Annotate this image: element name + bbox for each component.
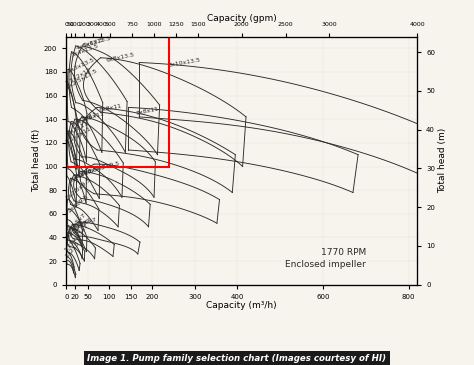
Text: 1.5x2x12: 1.5x2x12 — [64, 67, 92, 86]
Text: 5x6x13.5: 5x6x13.5 — [82, 36, 111, 48]
Text: 1.5x2x11: 1.5x2x11 — [64, 126, 92, 145]
Text: 2x3x11: 2x3x11 — [66, 120, 89, 136]
Text: 8x8x11: 8x8x11 — [136, 106, 159, 116]
Text: 2x3x13.5: 2x3x13.5 — [66, 57, 95, 74]
Text: 2x2.5x13.5: 2x2.5x13.5 — [65, 68, 98, 90]
Text: 3x4x7: 3x4x7 — [69, 220, 88, 233]
Text: 1.25x1.5x7: 1.25x1.5x7 — [64, 223, 90, 253]
Text: 6x8x9.5: 6x8x9.5 — [95, 161, 121, 171]
Text: 5x6x11: 5x6x11 — [82, 111, 105, 122]
Y-axis label: Total head (ft): Total head (ft) — [32, 129, 41, 192]
Text: Image 1. Pump family selection chart (Images courtesy of HI): Image 1. Pump family selection chart (Im… — [87, 354, 387, 363]
Text: 4x5x11: 4x5x11 — [74, 112, 98, 124]
X-axis label: Capacity (m³/h): Capacity (m³/h) — [207, 301, 277, 310]
Text: 1x2x3: 1x2x3 — [64, 241, 81, 259]
Bar — [66, 36, 169, 166]
Text: 1770 RPM
Enclosed impeller: 1770 RPM Enclosed impeller — [285, 248, 366, 269]
Text: 6x8x11: 6x8x11 — [99, 104, 122, 113]
Text: 5x6x7: 5x6x7 — [78, 217, 98, 227]
Text: 6x8x13.5: 6x8x13.5 — [106, 51, 136, 62]
Text: 5x6x9.5: 5x6x9.5 — [81, 165, 106, 176]
Text: 3x4x11: 3x4x11 — [70, 114, 93, 127]
Text: 4x5x7: 4x5x7 — [73, 218, 92, 229]
Text: 2x3x7: 2x3x7 — [66, 223, 85, 237]
Text: 2x2.5x9: 2x2.5x9 — [64, 221, 86, 242]
X-axis label: Capacity (gpm): Capacity (gpm) — [207, 14, 277, 23]
Text: 2x2.5x9.5: 2x2.5x9.5 — [65, 177, 92, 201]
Text: 2x3x9.5: 2x3x9.5 — [66, 194, 89, 214]
Text: 4x5x13.5: 4x5x13.5 — [75, 37, 104, 51]
Text: 3x4x9.5: 3x4x9.5 — [69, 168, 94, 183]
Text: 8x10x13.5: 8x10x13.5 — [168, 58, 201, 68]
Y-axis label: Total head (m): Total head (m) — [438, 128, 447, 193]
Text: 2x2.5x7: 2x2.5x7 — [66, 212, 87, 234]
Text: 3x4x13.5: 3x4x13.5 — [71, 43, 100, 58]
Text: 4x5x9.5: 4x5x9.5 — [73, 166, 99, 180]
